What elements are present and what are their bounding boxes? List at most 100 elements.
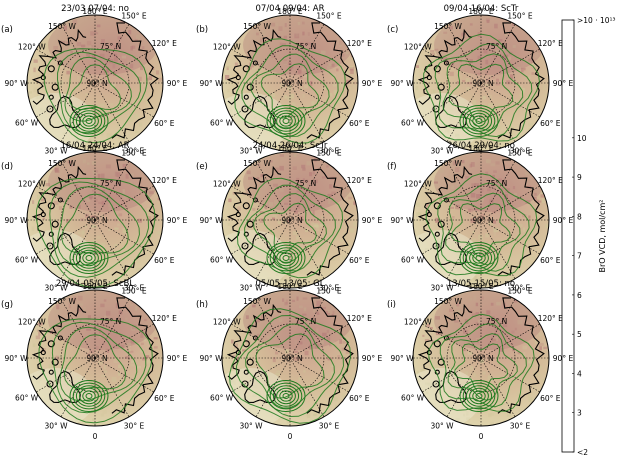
lon-label-90e: 90° E — [362, 354, 383, 363]
lon-label-60w: 60° W — [210, 119, 234, 128]
panel-title: 16/04 24/04: AR — [61, 141, 130, 151]
lon-label-120w: 120° W — [18, 318, 46, 327]
brO-contours — [236, 177, 344, 279]
lat-label-90n: 90° N — [472, 79, 493, 88]
lat-label-75n: 75° N — [100, 179, 121, 188]
brO-contours — [38, 318, 153, 424]
colorbar-tick-label: 6 — [577, 291, 582, 300]
lon-label-30e: 30° E — [510, 422, 531, 431]
lon-label-180e: 180° E — [277, 7, 302, 16]
lat-label-75n: 75° N — [295, 179, 316, 188]
lon-label-30e: 30° E — [319, 284, 340, 293]
lon-label-0: 0 — [93, 432, 98, 441]
lon-label-120w: 120° W — [213, 318, 241, 327]
lon-label-150e: 150° E — [507, 287, 532, 296]
lon-label-0: 0 — [479, 432, 484, 441]
lat-label-75n: 75° N — [100, 42, 121, 51]
map-panel: 29/04-05/05: ScBL (g) 150° W 120° W 90° W 60°… — [1, 279, 187, 441]
coastline — [226, 22, 354, 139]
lon-label-60w: 60° W — [210, 394, 234, 403]
lon-label-120w: 120° W — [213, 43, 241, 52]
lon-label-120w: 120° W — [213, 180, 241, 189]
lon-label-120w: 120° W — [18, 180, 46, 189]
lon-label-150w: 150° W — [434, 22, 462, 31]
lon-label-120e: 120° E — [538, 176, 563, 185]
lon-label-30w: 30° W — [430, 284, 454, 293]
lon-label-30w: 30° W — [239, 147, 263, 156]
lon-label-60e: 60° E — [349, 119, 370, 128]
lon-label-90w: 90° W — [4, 354, 28, 363]
lon-label-30w: 30° W — [430, 147, 454, 156]
lon-label-30w: 30° W — [239, 284, 263, 293]
lat-label-75n: 75° N — [486, 317, 507, 326]
lon-label-60w: 60° W — [401, 394, 425, 403]
lon-label-30w: 30° W — [44, 147, 68, 156]
colorbar-tick-label: 8 — [577, 212, 582, 221]
panel-title: 05/05-13/05: GL — [256, 279, 325, 289]
lon-label-60e: 60° E — [154, 394, 175, 403]
lon-label-90w: 90° W — [390, 354, 414, 363]
colorbar-tick-label: 7 — [577, 252, 582, 261]
coastline — [226, 297, 354, 414]
brO-contours — [43, 48, 148, 144]
lon-label-30e: 30° E — [124, 147, 145, 156]
map-panel: 23/03 07/04: no (a) 150° W 120° W 90° W 60° W… — [1, 4, 187, 166]
lat-label-75n: 75° N — [295, 317, 316, 326]
map-panels: 23/03 07/04: no (a) 150° W 120° W 90° W 60° W… — [1, 4, 573, 441]
panel-letter: (d) — [1, 162, 13, 172]
lon-label-60e: 60° E — [540, 394, 561, 403]
panel-letter: (i) — [387, 300, 396, 310]
lon-label-90e: 90° E — [362, 79, 383, 88]
colorbar-tick-label: 10 — [577, 134, 587, 143]
lon-label-60w: 60° W — [210, 256, 234, 265]
map-panel: 05/05-13/05: GL (h) 150° W 120° W 90° W 60° W… — [196, 279, 382, 441]
lon-label-60w: 60° W — [15, 119, 39, 128]
lon-label-150e: 150° E — [316, 287, 341, 296]
lon-label-60w: 60° W — [15, 394, 39, 403]
graticule — [413, 15, 549, 151]
lat-label-90n: 90° N — [86, 216, 107, 225]
lon-label-90e: 90° E — [553, 79, 574, 88]
lon-label-150w: 150° W — [48, 297, 76, 306]
lon-label-120e: 120° E — [538, 314, 563, 323]
lon-label-150w: 150° W — [243, 22, 271, 31]
lon-label-120e: 120° E — [152, 176, 177, 185]
colorbar-tick-label: 9 — [577, 173, 582, 182]
graticule — [222, 152, 358, 288]
lon-label-60w: 60° W — [401, 256, 425, 265]
lon-label-120e: 120° E — [347, 176, 372, 185]
lon-label-120e: 120° E — [347, 314, 372, 323]
lon-label-90w: 90° W — [390, 216, 414, 225]
lon-label-90e: 90° E — [553, 354, 574, 363]
panel-letter: (g) — [1, 300, 13, 310]
lon-label-150e: 150° E — [316, 149, 341, 158]
lon-label-60e: 60° E — [154, 256, 175, 265]
graticule — [27, 290, 163, 426]
lon-label-120e: 120° E — [152, 314, 177, 323]
colorbar-tick-label: 4 — [577, 370, 582, 379]
lon-label-150e: 150° E — [121, 149, 146, 158]
lon-label-90w: 90° W — [4, 79, 28, 88]
lat-label-90n: 90° N — [86, 354, 107, 363]
panel-letter: (h) — [196, 300, 208, 310]
lon-label-120e: 120° E — [152, 39, 177, 48]
lon-label-150e: 150° E — [507, 149, 532, 158]
lon-label-150w: 150° W — [434, 159, 462, 168]
panel-letter: (a) — [1, 25, 13, 35]
lon-label-150e: 150° E — [507, 12, 532, 21]
lon-label-30w: 30° W — [430, 422, 454, 431]
lon-label-90w: 90° W — [199, 354, 223, 363]
colorbar-tick-label: <2 — [577, 448, 588, 457]
panel-letter: (e) — [196, 162, 208, 172]
lon-label-120e: 120° E — [538, 39, 563, 48]
panel-letter: (f) — [387, 162, 397, 172]
lon-label-120w: 120° W — [404, 43, 432, 52]
map-panel: 09/04 16/04: ScTr (c) 150° W 120° W 90° W 60°… — [387, 4, 573, 166]
lon-label-180e: 180° E — [468, 282, 493, 291]
lon-label-90e: 90° E — [362, 216, 383, 225]
lon-label-0: 0 — [288, 432, 293, 441]
lon-label-180e: 180° E — [468, 144, 493, 153]
lon-label-90w: 90° W — [199, 216, 223, 225]
panel-title: 13/05-15/05: no — [447, 279, 515, 289]
lat-label-75n: 75° N — [295, 42, 316, 51]
